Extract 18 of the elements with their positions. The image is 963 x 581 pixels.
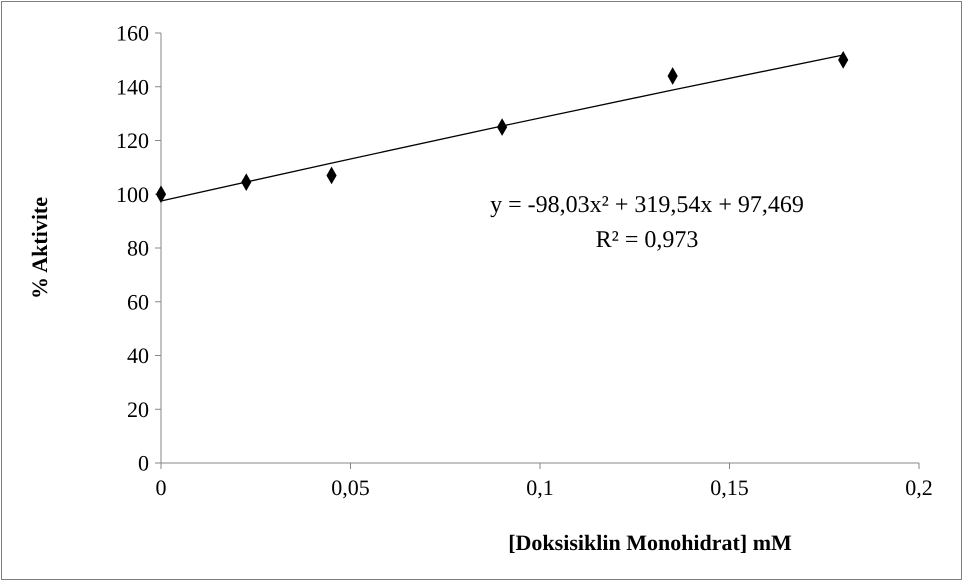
y-axis-title: % Aktivite (27, 196, 52, 300)
y-tick-label: 60 (127, 289, 149, 314)
x-tick-label: 0,05 (331, 475, 370, 500)
annotation: y = -98,03x² + 319,54x + 97,469 (490, 192, 804, 218)
y-tick-label: 20 (127, 396, 149, 422)
y-tick-label: 160 (116, 20, 149, 46)
y-tick-label: 120 (116, 128, 149, 154)
x-tick-label: 0,2 (905, 475, 933, 500)
y-tick-label: 80 (127, 236, 149, 261)
y-tick-label: 0 (138, 450, 149, 476)
x-tick-label: 0,1 (526, 475, 554, 500)
x-tick-label: 0 (156, 475, 166, 500)
y-tick-label: 40 (127, 343, 149, 368)
x-tick-label: 0,15 (710, 475, 749, 500)
annotation: R² = 0,973 (596, 227, 698, 253)
y-tick-label: 100 (116, 182, 149, 207)
x-axis-title: [Doksisiklin Monohidrat] mM (508, 530, 792, 555)
y-tick-label: 140 (116, 74, 149, 100)
